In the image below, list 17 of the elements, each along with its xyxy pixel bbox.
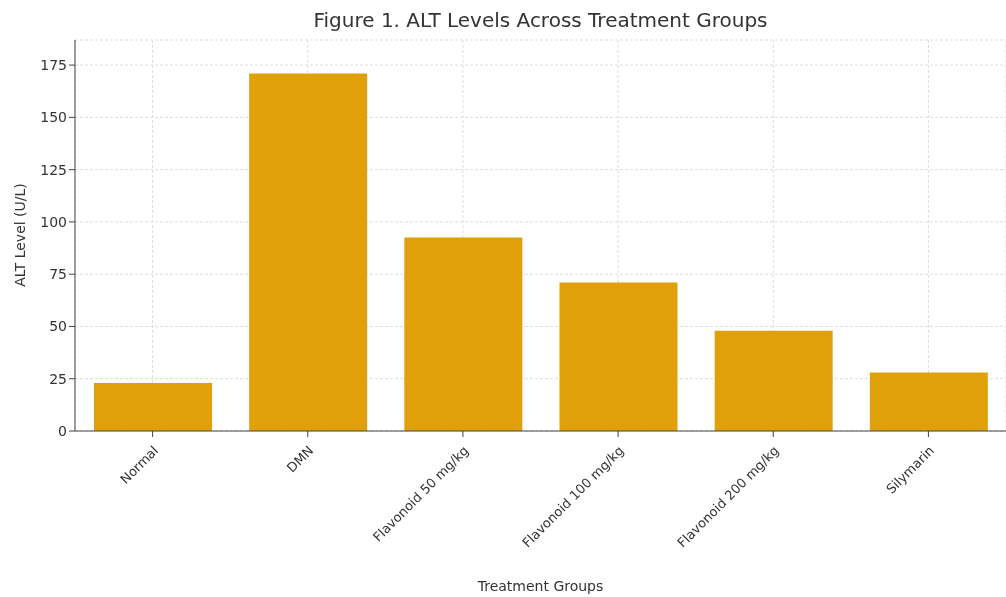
bar bbox=[249, 73, 368, 431]
y-tick-label: 50 bbox=[49, 318, 67, 335]
y-tick-label: 150 bbox=[40, 109, 67, 126]
bar bbox=[404, 237, 523, 431]
bar bbox=[559, 282, 678, 431]
bar bbox=[94, 382, 212, 431]
y-axis-title: ALT Level (U/L) bbox=[12, 183, 28, 287]
y-tick-label: 25 bbox=[49, 370, 67, 387]
y-tick-label: 125 bbox=[40, 161, 67, 178]
bar bbox=[714, 330, 833, 431]
y-tick-label: 100 bbox=[40, 213, 67, 230]
chart-title: Figure 1. ALT Levels Across Treatment Groups bbox=[312, 8, 769, 32]
bar bbox=[869, 372, 988, 431]
x-axis-title: Treatment Groups bbox=[476, 578, 605, 594]
y-tick-label: 175 bbox=[40, 57, 67, 74]
y-tick-label: 0 bbox=[58, 422, 67, 439]
y-tick-label: 75 bbox=[49, 266, 67, 283]
